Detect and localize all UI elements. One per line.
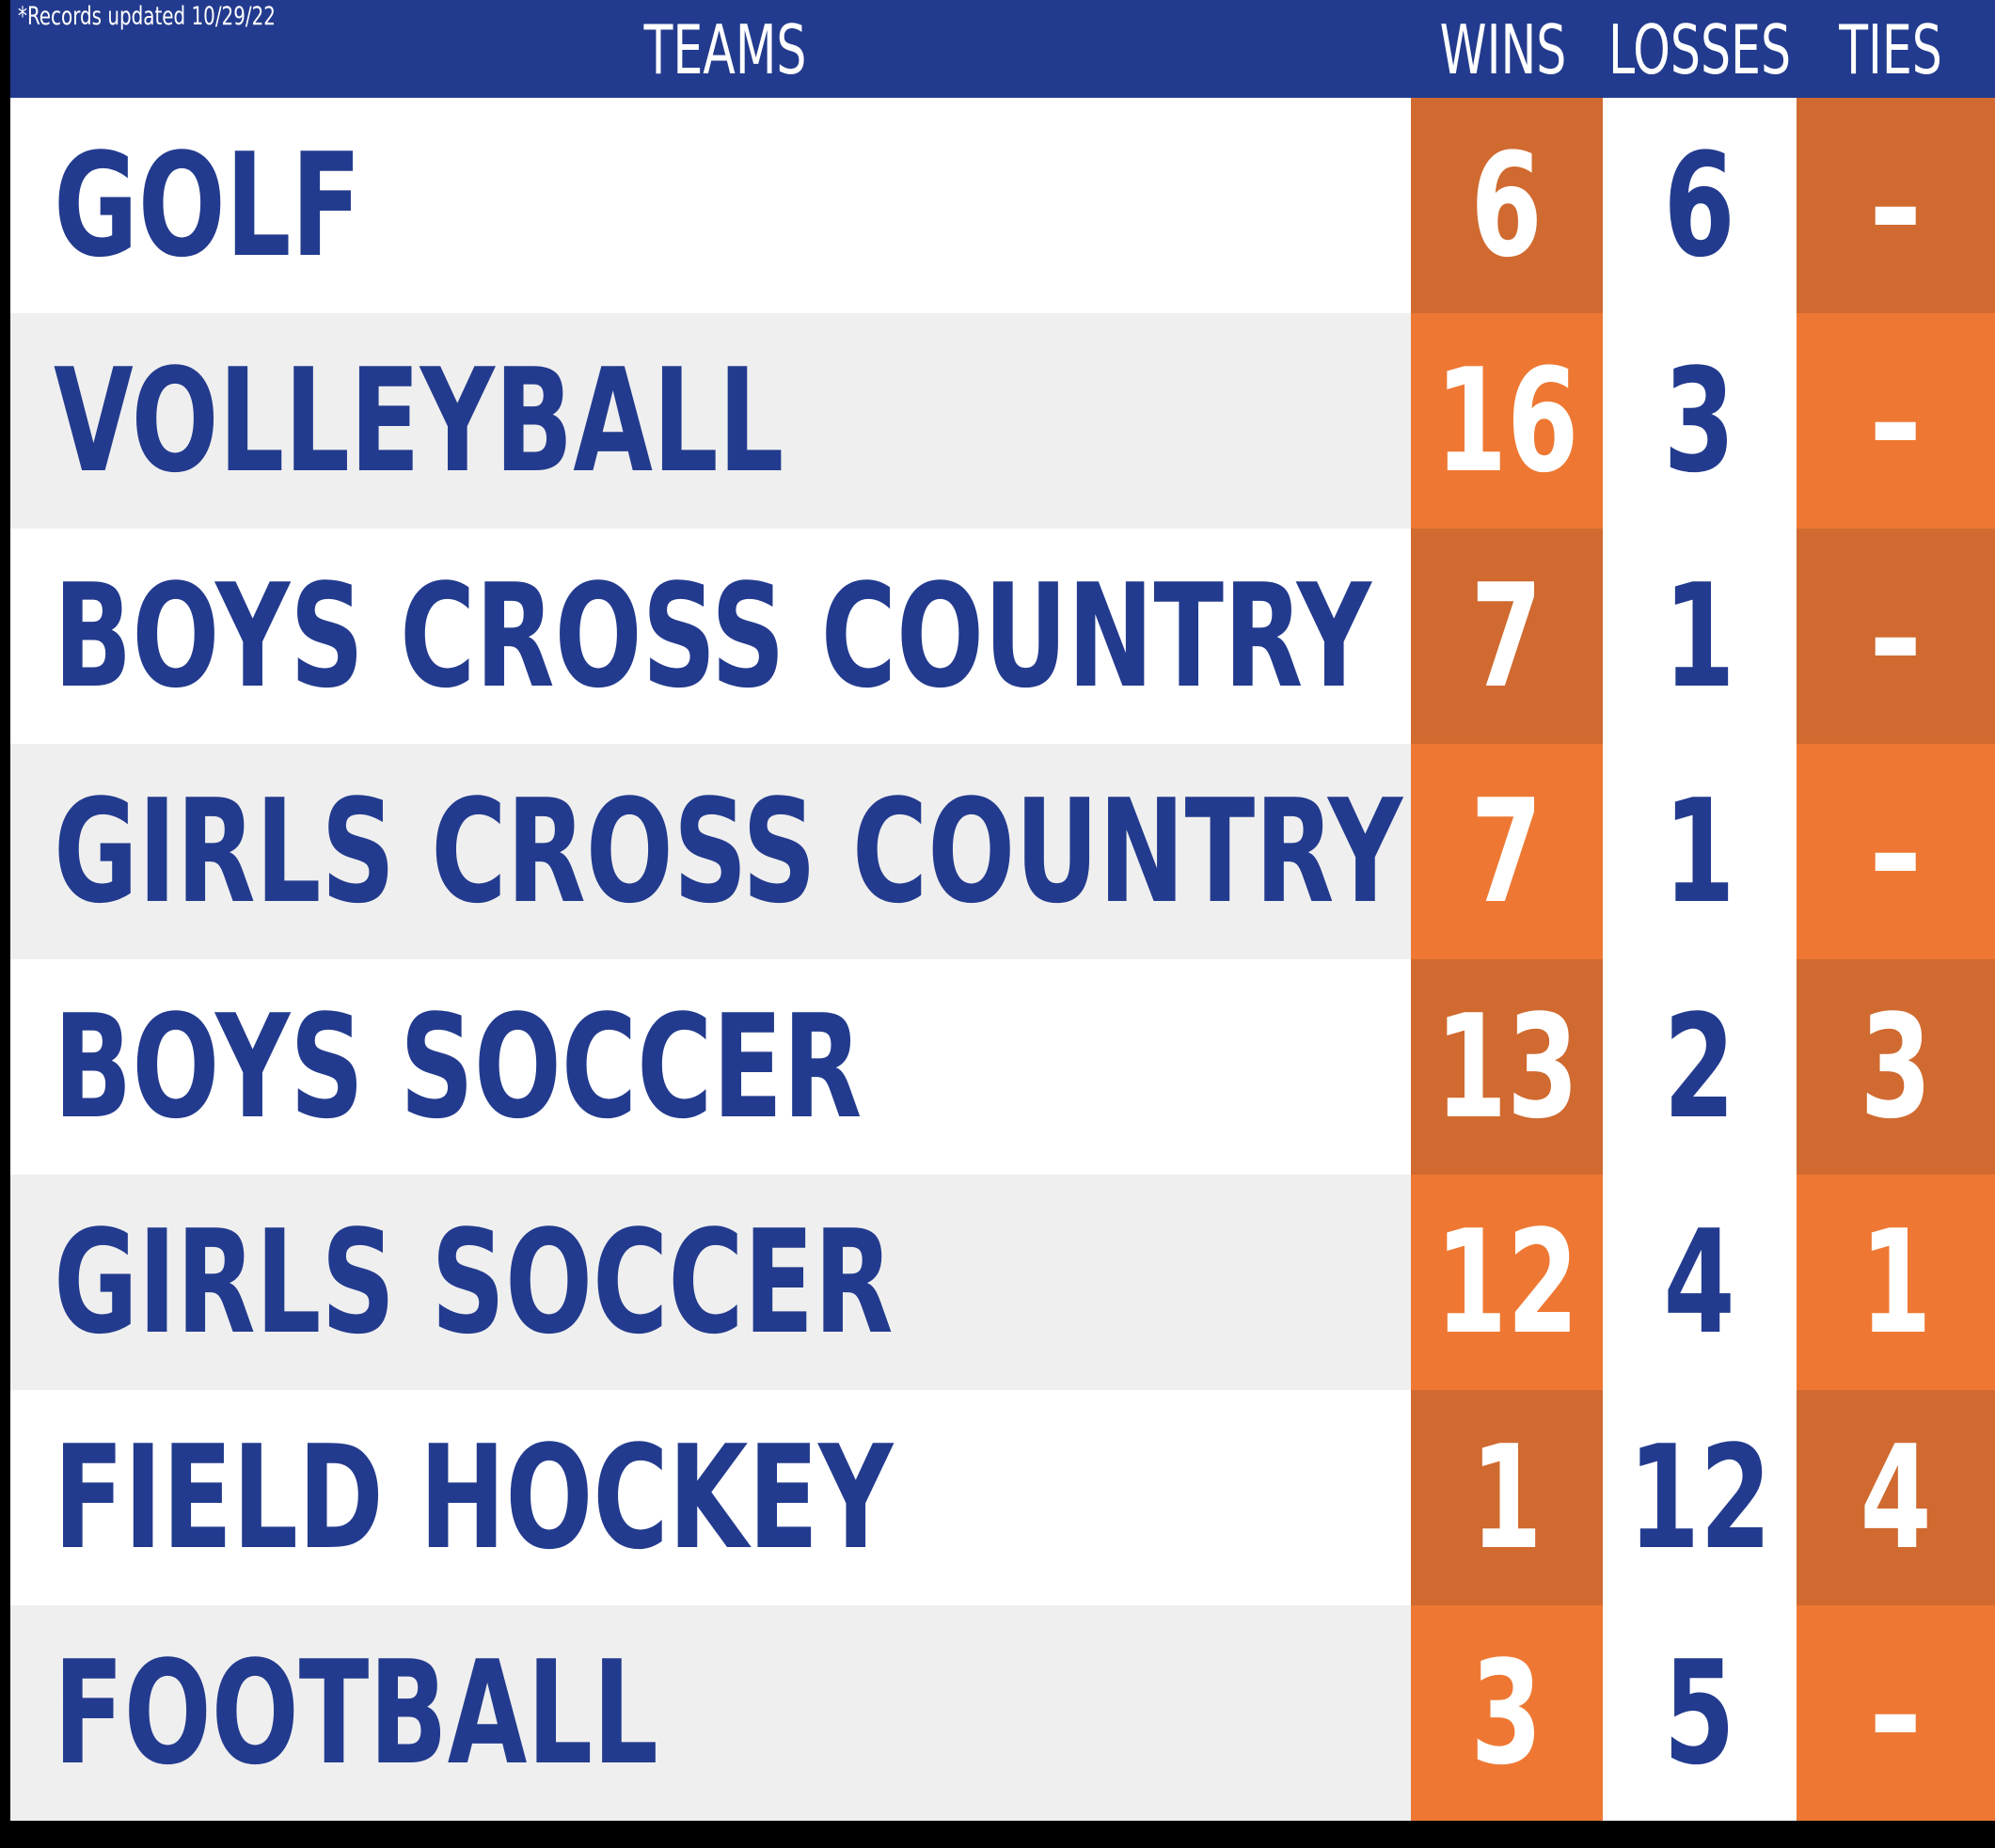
team-name: BOYS CROSS COUNTRY: [54, 553, 1371, 719]
ties-column-header: TIES: [1839, 10, 1942, 89]
wins-cell: 12: [1411, 1175, 1603, 1390]
wins-column-header: WINS: [1439, 10, 1567, 89]
teams-column-header: TEAMS: [643, 10, 807, 89]
team-name: GIRLS CROSS COUNTRY: [54, 768, 1403, 935]
losses-cell: 1: [1603, 744, 1797, 959]
records-board: *Records updated 10/29/22 TEAMS WINS LOS…: [10, 0, 1995, 1821]
losses-cell: 1: [1603, 529, 1797, 744]
team-name: GIRLS SOCCER: [54, 1199, 894, 1366]
ties-cell: –: [1797, 313, 1995, 529]
losses-cell: 4: [1603, 1175, 1797, 1390]
ties-cell: 3: [1797, 959, 1995, 1175]
losses-cell: 12: [1603, 1390, 1797, 1605]
wins-cell: 6: [1411, 98, 1603, 313]
team-name: BOYS SOCCER: [54, 984, 863, 1150]
wins-cell: 7: [1411, 529, 1603, 744]
losses-cell: 2: [1603, 959, 1797, 1175]
losses-cell: 5: [1603, 1605, 1797, 1821]
table-row: GIRLS SOCCER 12 4 1: [10, 1175, 1995, 1390]
table-row: VOLLEYBALL 16 3 –: [10, 313, 1995, 529]
table-row: GOLF 6 6 –: [10, 98, 1995, 313]
team-name: VOLLEYBALL: [54, 338, 784, 504]
table-row: GIRLS CROSS COUNTRY 7 1 –: [10, 744, 1995, 959]
wins-cell: 16: [1411, 313, 1603, 529]
losses-column-header: LOSSES: [1607, 10, 1792, 89]
records-updated-note: *Records updated 10/29/22: [18, 2, 276, 31]
table-row: FIELD HOCKEY 1 12 4: [10, 1390, 1995, 1605]
team-name: FOOTBALL: [54, 1630, 658, 1796]
ties-cell: 4: [1797, 1390, 1995, 1605]
ties-cell: –: [1797, 529, 1995, 744]
ties-cell: 1: [1797, 1175, 1995, 1390]
ties-cell: –: [1797, 744, 1995, 959]
wins-cell: 7: [1411, 744, 1603, 959]
losses-cell: 3: [1603, 313, 1797, 529]
team-name: FIELD HOCKEY: [54, 1414, 894, 1581]
ties-cell: –: [1797, 98, 1995, 313]
wins-cell: 3: [1411, 1605, 1603, 1821]
wins-cell: 1: [1411, 1390, 1603, 1605]
table-row: BOYS CROSS COUNTRY 7 1 –: [10, 529, 1995, 744]
table-row: FOOTBALL 3 5 –: [10, 1605, 1995, 1821]
losses-cell: 6: [1603, 98, 1797, 313]
table-row: BOYS SOCCER 13 2 3: [10, 959, 1995, 1175]
table-header: *Records updated 10/29/22 TEAMS WINS LOS…: [10, 0, 1995, 98]
team-name: GOLF: [54, 122, 362, 289]
ties-cell: –: [1797, 1605, 1995, 1821]
wins-cell: 13: [1411, 959, 1603, 1175]
